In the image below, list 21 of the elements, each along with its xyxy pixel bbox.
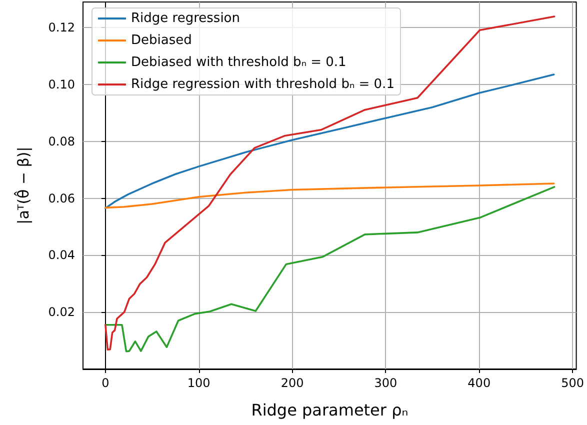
y-tick-label: 0.06 [48, 191, 75, 206]
x-tick-label: 200 [280, 376, 304, 390]
legend-label: Debiased [131, 33, 192, 48]
legend-label: Debiased with threshold bₙ = 0.1 [131, 55, 346, 70]
x-tick-label: 0 [102, 376, 110, 390]
line-series [104, 182, 555, 209]
y-tick-label: 0.08 [48, 134, 75, 148]
line-series [104, 186, 556, 352]
y-tick-label: 0.04 [48, 248, 75, 262]
legend-label: Ridge regression with threshold bₙ = 0.1 [131, 77, 394, 92]
x-axis-title: Ridge parameter ρₙ [251, 400, 408, 420]
legend-label: Ridge regression [131, 11, 240, 26]
y-axis-title: |aᵀ(θ̂ − β)| [14, 146, 32, 224]
x-tick-label: 500 [561, 376, 584, 390]
line-series [104, 74, 555, 210]
y-tick-label: 0.02 [48, 305, 75, 320]
x-tick-label: 400 [468, 376, 491, 390]
x-tick-label: 300 [374, 376, 398, 390]
y-tick-label: 0.10 [48, 78, 75, 92]
y-tick-label: 0.12 [48, 20, 75, 35]
x-tick-label: 100 [187, 376, 210, 390]
